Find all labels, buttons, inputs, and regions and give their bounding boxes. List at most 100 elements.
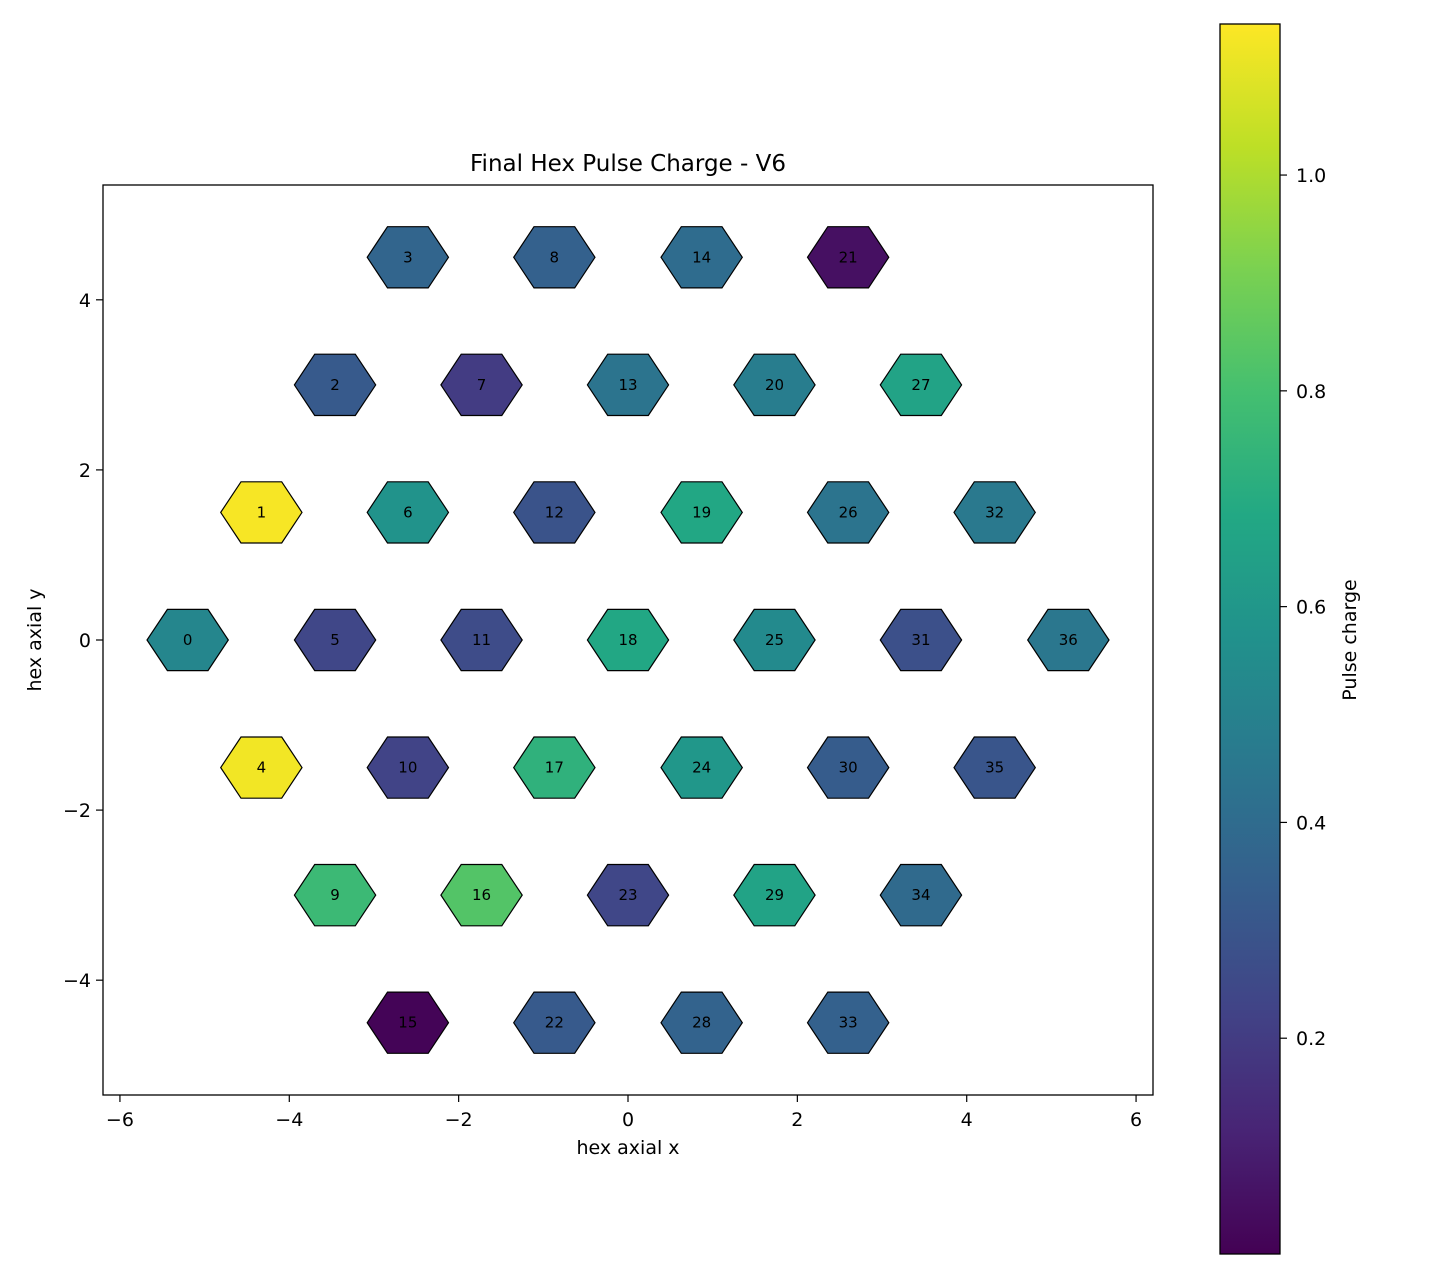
hex-cell-label: 36	[1059, 631, 1078, 649]
colorbar-tick-label: 1.0	[1296, 165, 1326, 187]
hex-cell-label: 3	[403, 248, 413, 266]
hex-cell-label: 29	[765, 886, 784, 904]
hex-cell-2	[293, 353, 377, 417]
hex-cell-16	[440, 863, 523, 927]
hex-cell-17	[512, 736, 596, 799]
hex-cell-label: 5	[330, 631, 340, 649]
hex-cell-label: 4	[257, 759, 267, 777]
y-tick-label: 4	[79, 290, 91, 312]
hex-cell-28	[660, 991, 744, 1054]
hex-cell-30	[806, 736, 890, 799]
x-tick-label: 0	[622, 1109, 634, 1131]
colorbar	[1219, 23, 1281, 1255]
hex-cell-label: 35	[985, 759, 1004, 777]
hex-cell-4	[219, 736, 303, 799]
x-axis-label: hex axial x	[576, 1137, 679, 1159]
hex-cell-label: 1	[257, 503, 267, 521]
hex-cell-19	[660, 481, 744, 544]
hex-cell-5	[293, 608, 377, 672]
hex-cell-13	[586, 353, 670, 417]
x-tick-label: −2	[445, 1109, 473, 1131]
x-tick-label: 4	[961, 1109, 973, 1131]
hex-cell-label: 25	[765, 631, 784, 649]
colorbar-tick-label: 0.4	[1296, 812, 1326, 834]
y-tick-label: 0	[79, 630, 91, 652]
x-axis-ticks: −6 −4 −2 0 2 4 6	[106, 1095, 1142, 1131]
hex-cell-label: 10	[398, 759, 417, 777]
colorbar-tick-label: 0.2	[1296, 1028, 1326, 1050]
hex-cell-26	[806, 481, 890, 544]
hex-cell-label: 14	[692, 248, 711, 266]
x-tick-label: −6	[106, 1109, 134, 1131]
hex-cell-6	[366, 481, 450, 544]
hex-cell-label: 16	[472, 886, 491, 904]
hex-cell-31	[879, 608, 963, 672]
y-axis-label: hex axial y	[24, 588, 46, 691]
hex-cell-label: 19	[692, 503, 711, 521]
hex-cell-label: 18	[618, 631, 637, 649]
hex-cell-14	[660, 226, 744, 289]
hex-cell-label: 33	[839, 1014, 858, 1032]
hex-cell-label: 2	[330, 376, 340, 394]
hex-cell-label: 24	[692, 759, 711, 777]
hex-cell-label: 26	[839, 503, 858, 521]
hex-cell-label: 17	[545, 759, 564, 777]
hex-cell-8	[512, 226, 596, 289]
hex-cell-label: 6	[403, 503, 413, 521]
hex-cell-11	[440, 608, 523, 672]
hex-cell-20	[733, 353, 816, 417]
hex-cell-34	[879, 863, 963, 927]
hex-cell-label: 31	[911, 631, 930, 649]
hex-cell-label: 11	[472, 631, 491, 649]
hex-cell-33	[806, 991, 890, 1054]
hex-cell-label: 32	[985, 503, 1004, 521]
x-tick-label: 2	[791, 1109, 803, 1131]
hex-cell-22	[512, 991, 596, 1054]
hex-cell-21	[806, 226, 890, 289]
hex-cell-label: 12	[545, 503, 564, 521]
hex-cell-10	[366, 736, 450, 799]
colorbar-label: Pulse charge	[1339, 579, 1361, 700]
hex-cell-label: 21	[839, 248, 858, 266]
hex-cell-24	[660, 736, 744, 799]
hex-cell-label: 22	[545, 1014, 564, 1032]
y-tick-label: 2	[79, 460, 91, 482]
hex-cell-label: 28	[692, 1014, 711, 1032]
hex-cell-label: 0	[183, 631, 193, 649]
hex-cell-label: 23	[618, 886, 637, 904]
hex-cell-7	[440, 353, 523, 417]
hex-cell-label: 27	[911, 376, 930, 394]
x-tick-label: −4	[275, 1109, 303, 1131]
hex-cell-1	[219, 481, 303, 544]
hex-cell-3	[366, 226, 450, 289]
hex-cell-label: 30	[839, 759, 858, 777]
hex-cell-label: 34	[911, 886, 930, 904]
hex-cell-35	[953, 736, 1037, 799]
hex-cells: 0123456789101112131415161718192021222324…	[146, 226, 1110, 1054]
hex-cell-29	[733, 863, 816, 927]
colorbar-ticks: 0.2 0.4 0.6 0.8 1.0	[1280, 165, 1326, 1050]
hex-cell-12	[512, 481, 596, 544]
hex-cell-label: 15	[398, 1014, 417, 1032]
hex-cell-label: 13	[618, 376, 637, 394]
hex-cell-23	[586, 863, 670, 927]
hex-cell-27	[879, 353, 963, 417]
hex-cell-label: 20	[765, 376, 784, 394]
hex-cell-32	[953, 481, 1037, 544]
colorbar-tick-label: 0.8	[1296, 381, 1326, 403]
hex-cell-label: 7	[477, 376, 487, 394]
hex-cell-label: 8	[550, 248, 560, 266]
hex-cell-18	[586, 608, 670, 672]
hex-cell-9	[293, 863, 377, 927]
colorbar-tick-label: 0.6	[1296, 597, 1326, 619]
hex-cell-25	[733, 608, 816, 672]
y-tick-label: −2	[63, 800, 91, 822]
hex-cell-15	[366, 991, 450, 1054]
y-axis-ticks: −4 −2 0 2 4	[63, 290, 103, 992]
y-tick-label: −4	[63, 970, 91, 992]
x-tick-label: 6	[1130, 1109, 1142, 1131]
hex-cell-label: 9	[330, 886, 340, 904]
hex-cell-0	[146, 608, 230, 672]
chart-title: Final Hex Pulse Charge - V6	[470, 151, 786, 177]
